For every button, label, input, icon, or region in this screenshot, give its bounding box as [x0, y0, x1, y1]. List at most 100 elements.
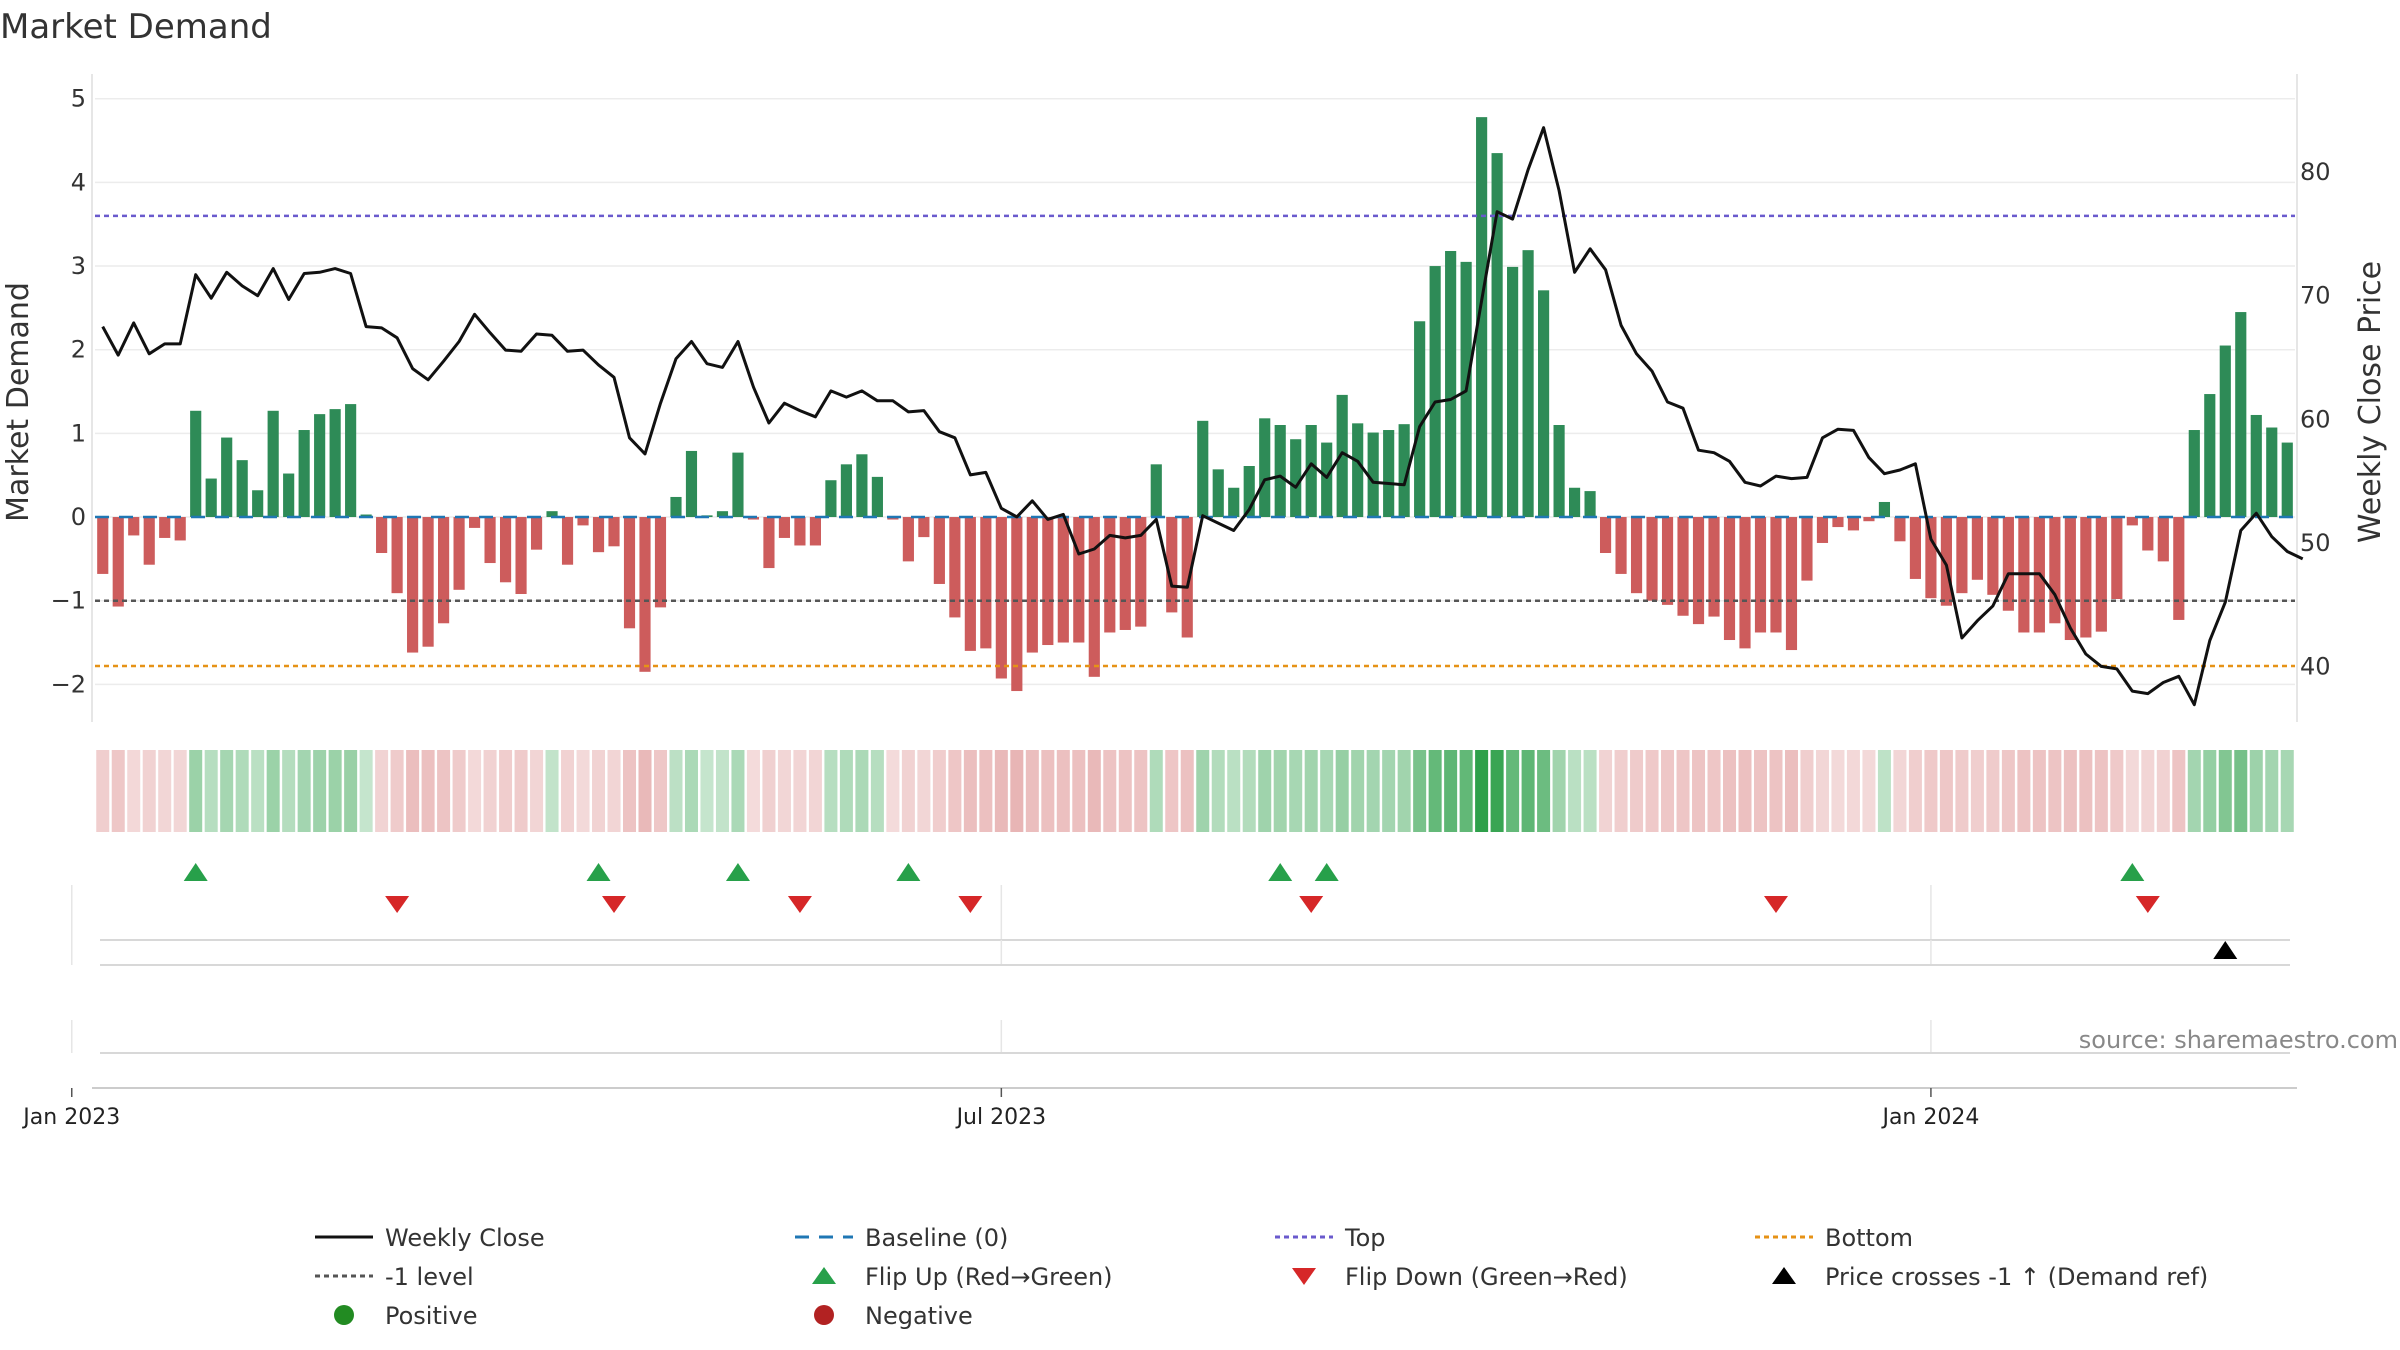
demand-bar [825, 480, 837, 518]
heat-cell [1506, 750, 1520, 832]
heat-cell [1010, 750, 1024, 832]
legend-label: Price crosses -1 ↑ (Demand ref) [1825, 1263, 2208, 1291]
demand-bar [856, 454, 868, 518]
heat-cell [1924, 750, 1938, 832]
demand-bar [1026, 517, 1038, 653]
demand-bar [964, 517, 976, 651]
demand-bar [2111, 517, 2123, 600]
demand-bar [1553, 425, 1565, 518]
heat-cell [499, 750, 513, 832]
legend-item: Flip Up (Red→Green) [812, 1263, 1113, 1291]
heat-cell [1366, 750, 1380, 832]
y-tick-label: 2 [71, 336, 86, 364]
heat-cell [715, 750, 729, 832]
heat-cell [1072, 750, 1086, 832]
heat-cell [917, 750, 931, 832]
heat-cell [313, 750, 327, 832]
demand-bar [778, 517, 791, 538]
heat-cell [1025, 750, 1039, 832]
legend-label: -1 level [385, 1263, 474, 1291]
heat-cell [1877, 750, 1891, 832]
demand-bar [933, 517, 945, 584]
heat-cell [189, 750, 203, 832]
demand-bar [1615, 517, 1627, 574]
legend-item: Weekly Close [315, 1224, 545, 1252]
demand-bar [484, 517, 496, 564]
heat-cell [2265, 750, 2279, 832]
heat-cell [1908, 750, 1922, 832]
demand-bar [2188, 430, 2200, 518]
flip-up-marker [896, 863, 921, 881]
demand-bar [918, 517, 930, 538]
demand-bar [1274, 425, 1286, 518]
heat-cell [1583, 750, 1597, 832]
heat-cell [452, 750, 466, 832]
demand-bar [469, 517, 481, 528]
heat-cell [1211, 750, 1225, 832]
demand-bar [2126, 517, 2138, 526]
heat-cell [1645, 750, 1659, 832]
demand-bar [639, 517, 651, 672]
heat-cell [1939, 750, 1953, 832]
heat-cell [1149, 750, 1163, 832]
x-tick-label: Jan 2024 [1880, 1105, 1979, 1130]
heat-cell [2280, 750, 2294, 832]
heat-cell [2032, 750, 2046, 832]
demand-bar [794, 517, 806, 546]
heat-cell [96, 750, 110, 832]
demand-bar [1599, 517, 1612, 554]
heat-cell [1723, 750, 1737, 832]
demand-bar [1816, 517, 1829, 543]
heat-cell [994, 750, 1008, 832]
flip-up-marker [1314, 863, 1339, 881]
heat-cell [1196, 750, 1210, 832]
heat-cell [375, 750, 389, 832]
demand-bar [1971, 517, 1983, 580]
demand-bar [329, 409, 341, 518]
legend-item: Price crosses -1 ↑ (Demand ref) [1772, 1263, 2208, 1291]
demand-bar [980, 517, 992, 649]
heat-cell [111, 750, 125, 832]
demand-bar [1321, 442, 1333, 518]
demand-bar [902, 517, 914, 562]
heat-cell [623, 750, 637, 832]
y2-axis-label: Weekly Close Price [2353, 261, 2388, 543]
heat-cell [468, 750, 482, 832]
x-tick-label: Jul 2023 [955, 1105, 1047, 1130]
demand-bar [1135, 517, 1147, 627]
heat-cell [204, 750, 218, 832]
heat-cell [1568, 750, 1582, 832]
heat-cell [1537, 750, 1551, 832]
demand-bar [1661, 517, 1674, 605]
heat-cell [1258, 750, 1272, 832]
demand-bar [438, 517, 450, 624]
legend-label: Top [1344, 1224, 1386, 1252]
heat-cell [1428, 750, 1442, 832]
legend-item: Top [1275, 1224, 1386, 1252]
demand-bar [592, 517, 605, 553]
legend-label: Weekly Close [385, 1224, 545, 1252]
heat-cell [1242, 750, 1256, 832]
demand-bar [1119, 517, 1131, 630]
demand-bar [1723, 517, 1736, 641]
heat-cell [282, 750, 296, 832]
demand-bar [1042, 517, 1054, 646]
demand-bar [1909, 517, 1921, 579]
demand-bar [1259, 418, 1271, 518]
heat-cell [1459, 750, 1473, 832]
demand-bar [1429, 266, 1441, 518]
demand-bar [345, 404, 357, 518]
heat-cell [592, 750, 606, 832]
demand-bar [1150, 464, 1162, 518]
heat-cell [2079, 750, 2093, 832]
heat-cell [1351, 750, 1365, 832]
demand-bar [949, 517, 961, 618]
y2-tick-label: 80 [2300, 158, 2331, 186]
legend-item: Bottom [1755, 1224, 1913, 1252]
demand-bar [1445, 250, 1457, 518]
heat-cell [1614, 750, 1628, 832]
marker-tracks [71, 863, 2290, 1054]
demand-bar [314, 414, 326, 518]
demand-bar [283, 473, 295, 518]
demand-bar [2219, 345, 2231, 518]
